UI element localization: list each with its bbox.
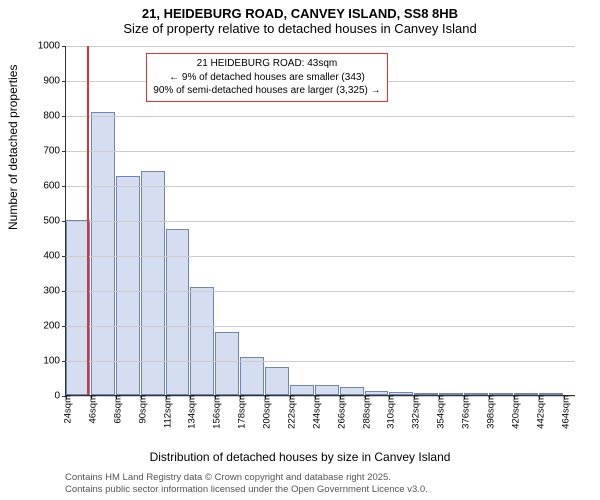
gridline-h (66, 291, 575, 292)
title-block: 21, HEIDEBURG ROAD, CANVEY ISLAND, SS8 8… (0, 0, 600, 36)
ytick-label: 600 (43, 181, 66, 192)
xtick-label: 442sqm (531, 395, 546, 429)
reference-line (87, 46, 89, 395)
xtick-label: 200sqm (258, 395, 273, 429)
xtick-label: 332sqm (407, 395, 422, 429)
ytick-label: 300 (43, 286, 66, 297)
ytick-label: 500 (43, 216, 66, 227)
xtick-label: 310sqm (382, 395, 397, 429)
gridline-h (66, 326, 575, 327)
ytick-label: 900 (43, 76, 66, 87)
annotation-box: 21 HEIDEBURG ROAD: 43sqm← 9% of detached… (146, 53, 387, 102)
ytick-label: 400 (43, 251, 66, 262)
y-axis-label: Number of detached properties (6, 65, 20, 230)
histogram-bar (290, 385, 314, 396)
footer: Contains HM Land Registry data © Crown c… (65, 472, 428, 496)
ytick-label: 800 (43, 111, 66, 122)
xtick-label: 156sqm (208, 395, 223, 429)
xtick-label: 398sqm (481, 395, 496, 429)
histogram-bar (265, 367, 289, 395)
histogram-bar (190, 287, 214, 396)
title-line2: Size of property relative to detached ho… (0, 21, 600, 36)
xtick-label: 464sqm (556, 395, 571, 429)
xtick-label: 178sqm (233, 395, 248, 429)
xtick-label: 134sqm (183, 395, 198, 429)
ytick-label: 200 (43, 321, 66, 332)
chart-container: 21, HEIDEBURG ROAD, CANVEY ISLAND, SS8 8… (0, 0, 600, 500)
xtick-label: 376sqm (457, 395, 472, 429)
xtick-label: 288sqm (357, 395, 372, 429)
gridline-h (66, 151, 575, 152)
xtick-label: 46sqm (83, 395, 98, 424)
ytick-label: 1000 (38, 41, 66, 52)
xtick-label: 222sqm (282, 395, 297, 429)
footer-line1: Contains HM Land Registry data © Crown c… (65, 472, 428, 484)
xtick-label: 266sqm (332, 395, 347, 429)
xtick-label: 354sqm (432, 395, 447, 429)
xtick-label: 244sqm (307, 395, 322, 429)
gridline-h (66, 186, 575, 187)
gridline-h (66, 221, 575, 222)
gridline-h (66, 361, 575, 362)
xtick-label: 112sqm (158, 395, 173, 428)
xtick-label: 68sqm (108, 395, 123, 424)
xtick-label: 24sqm (59, 395, 74, 424)
annotation-line: ← 9% of detached houses are smaller (343… (153, 71, 380, 85)
histogram-bar (215, 332, 239, 395)
gridline-h (66, 46, 575, 47)
gridline-h (66, 116, 575, 117)
x-axis-label: Distribution of detached houses by size … (0, 450, 600, 464)
histogram-bar (91, 112, 115, 396)
footer-line2: Contains public sector information licen… (65, 484, 428, 496)
xtick-label: 420sqm (506, 395, 521, 429)
gridline-h (66, 256, 575, 257)
histogram-bar (166, 229, 190, 395)
histogram-bar (116, 176, 140, 395)
ytick-label: 700 (43, 146, 66, 157)
histogram-bar (240, 357, 264, 396)
annotation-line: 90% of semi-detached houses are larger (… (153, 84, 380, 98)
xtick-label: 90sqm (133, 395, 148, 424)
title-line1: 21, HEIDEBURG ROAD, CANVEY ISLAND, SS8 8… (0, 6, 600, 21)
histogram-bar (66, 220, 90, 395)
histogram-bar (315, 385, 339, 396)
annotation-line: 21 HEIDEBURG ROAD: 43sqm (153, 57, 380, 71)
ytick-label: 100 (43, 356, 66, 367)
plot-area: 0100200300400500600700800900100024sqm46s… (65, 46, 575, 396)
